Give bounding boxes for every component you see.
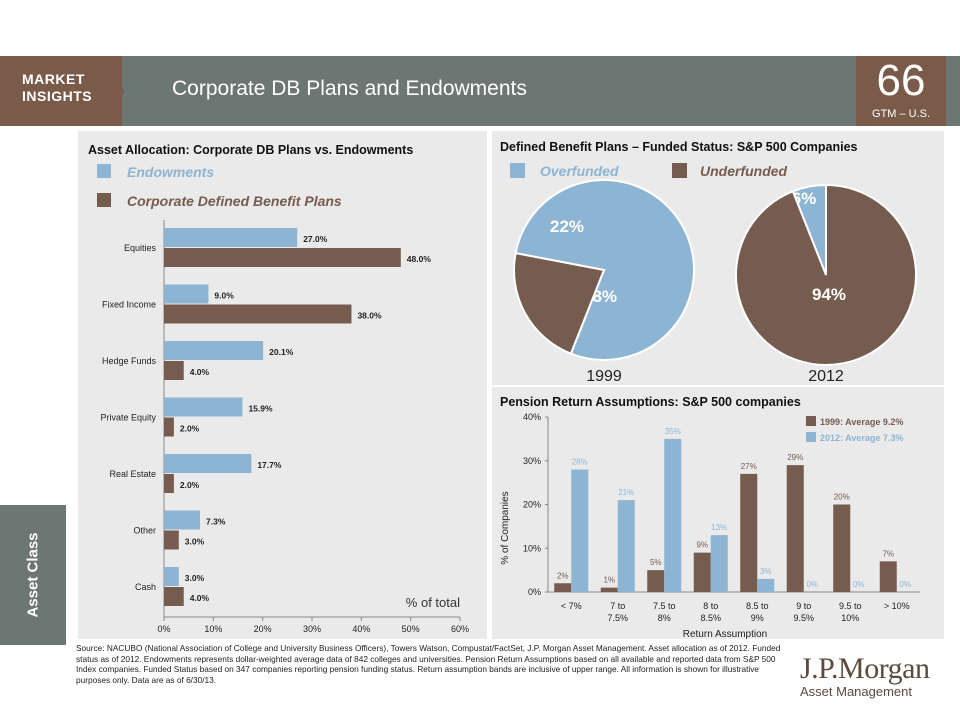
market-insights-badge [0,56,122,126]
pension-panel [492,387,944,639]
funded-status-panel [492,131,944,385]
source-footnote: Source: NACUBO (National Association of … [76,643,781,685]
page-tag: GTM – U.S. [871,108,931,120]
asset-class-label: Asset Class [24,532,42,618]
market-insights-label: MARKET INSIGHTS [22,71,92,105]
asset-class-tab[interactable]: Asset Class [0,505,66,645]
page-number-box: 66 GTM – U.S. [856,56,946,126]
funded-status-title: Defined Benefit Plans – Funded Status: S… [500,140,858,154]
brand-line-1: MARKET [22,71,85,87]
logo-line-2: Asset Management [800,684,913,699]
allocation-panel [78,131,487,639]
jpmorgan-logo: J.P.Morgan Asset Management [800,652,940,699]
page-title: Corporate DB Plans and Endowments [172,77,527,100]
market-insights-arrow [108,56,124,126]
pension-title: Pension Return Assumptions: S&P 500 comp… [500,395,801,409]
brand-line-2: INSIGHTS [22,88,93,104]
logo-line-1: J.P.Morgan [800,652,930,685]
page-number: 66 [876,56,926,105]
header-bar: MARKET INSIGHTS Corporate DB Plans and E… [0,56,960,126]
allocation-title: Asset Allocation: Corporate DB Plans vs.… [88,143,414,157]
